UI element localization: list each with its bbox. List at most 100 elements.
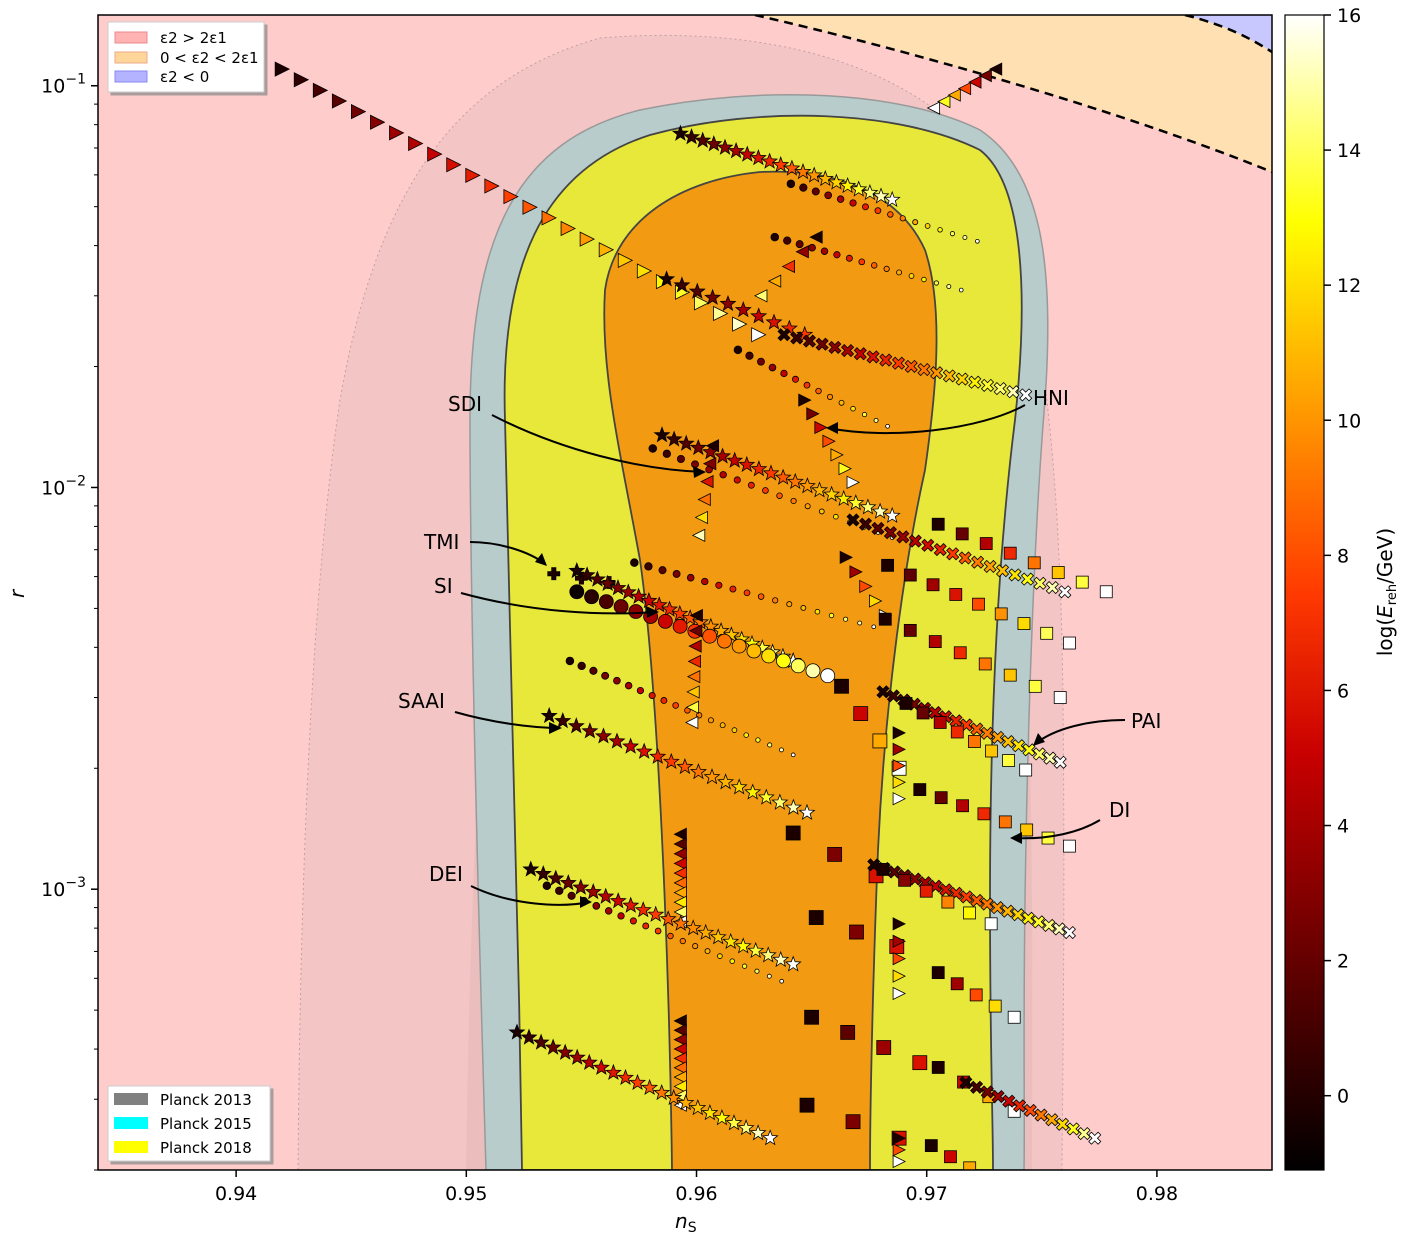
sdi-marker: [714, 447, 732, 464]
model-marker: [850, 180, 868, 197]
arrow-hni: [827, 404, 1026, 435]
model-marker: [729, 585, 737, 593]
model-marker: [580, 1053, 598, 1070]
model-marker: [747, 481, 755, 489]
model-marker: [673, 1014, 687, 1028]
arrow-sdi: [491, 414, 705, 473]
sdi-marker: [859, 498, 877, 515]
model-marker: [613, 676, 621, 685]
model-marker: [701, 1104, 719, 1121]
model-marker: [783, 159, 801, 176]
dei-marker: [772, 950, 790, 968]
model-marker: [800, 605, 807, 611]
background-regions: [98, 15, 1272, 1170]
model-marker: [1021, 911, 1035, 925]
model-marker: [589, 666, 598, 675]
model-marker: [811, 187, 820, 196]
model-marker: [767, 274, 782, 288]
model-marker: [715, 581, 723, 589]
model-marker: [673, 837, 687, 851]
colorbar-gradient: [1284, 14, 1325, 1171]
annotation-pai: PAI: [1131, 709, 1161, 733]
colorbar: 0 2 4 6 8 10 12 14 16 log(Ereh/GeV): [1284, 5, 1400, 1171]
pai-marker: [1001, 734, 1015, 749]
model-marker: [662, 449, 671, 458]
model-marker: [673, 1023, 687, 1037]
model-marker: [692, 943, 699, 950]
model-marker: [839, 176, 857, 194]
sdi-marker: [871, 502, 889, 519]
model-marker: [761, 152, 779, 169]
model-marker: [733, 476, 741, 484]
model-marker: [733, 345, 743, 355]
model-marker: [1002, 1094, 1016, 1108]
dei-marker: [759, 946, 777, 963]
model-marker: [824, 191, 833, 200]
model-marker: [814, 420, 828, 435]
model-marker: [731, 727, 738, 733]
x-tick-label: 0.95: [445, 1183, 487, 1205]
model-marker: [673, 1070, 687, 1084]
model-marker: [768, 363, 777, 372]
model-marker: [779, 747, 784, 753]
model-marker: [648, 691, 656, 700]
model-marker: [908, 273, 915, 279]
region-legend: ε2 > 2ε1 0 < ε2 < 2ε1 ε2 < 0: [107, 21, 265, 93]
di-marker: [956, 799, 969, 813]
model-marker: [827, 846, 843, 862]
annotations: SDI HNI TMI SI SAAI PAI DI DEI: [398, 386, 1161, 886]
colorbar-tick-label: 6: [1337, 680, 1349, 702]
model-marker: [962, 235, 968, 240]
annotation-hni: HNI: [1033, 386, 1069, 410]
model-marker: [641, 1078, 659, 1096]
colorbar-tick-label: 0: [1337, 1086, 1349, 1108]
model-marker: [1058, 585, 1072, 599]
model-marker: [849, 199, 857, 207]
model-marker: [980, 1085, 994, 1099]
si-marker: [746, 643, 762, 659]
planck-legend: Planck 2013 Planck 2015 Planck 2018: [107, 1085, 271, 1162]
model-marker: [898, 873, 912, 887]
model-marker: [805, 166, 823, 183]
model-marker: [980, 378, 995, 392]
model-marker: [834, 678, 849, 694]
dei-marker: [572, 878, 590, 895]
model-marker: [892, 726, 906, 740]
model-marker: [665, 1088, 683, 1106]
model-marker: [1020, 572, 1035, 586]
model-marker: [921, 276, 927, 283]
si-marker: [820, 668, 836, 684]
model-marker: [1003, 668, 1017, 682]
model-marker: [1063, 636, 1076, 650]
model-marker: [858, 517, 873, 531]
model-marker: [822, 434, 836, 448]
si-marker: [717, 633, 732, 649]
model-marker: [979, 537, 993, 550]
model-marker: [568, 561, 586, 579]
model-marker: [838, 399, 845, 406]
model-marker: [629, 1073, 647, 1091]
model-marker: [772, 597, 779, 604]
dei-marker: [647, 905, 665, 922]
model-marker: [828, 612, 835, 619]
si-marker: [569, 584, 585, 600]
legend-label-0-lt-eps2-lt-2eps1: 0 < ε2 < 2ε1: [160, 49, 259, 67]
model-marker: [588, 570, 606, 587]
model-marker: [1042, 918, 1056, 932]
model-marker: [827, 173, 846, 190]
model-marker: [931, 1061, 945, 1074]
hni-marker: [484, 178, 500, 194]
model-marker: [795, 245, 809, 259]
saai-marker: [608, 732, 626, 749]
sdi-marker: [774, 468, 792, 485]
model-marker: [1008, 568, 1022, 582]
model-marker: [691, 528, 706, 543]
saai-marker: [784, 798, 802, 815]
legend-swatch-planck-2013: [114, 1093, 148, 1105]
model-marker: [673, 885, 687, 900]
model-marker: [673, 1033, 687, 1047]
model-marker: [704, 948, 711, 955]
model-marker: [1023, 1103, 1037, 1117]
model-marker: [896, 269, 903, 276]
model-marker: [648, 444, 658, 453]
